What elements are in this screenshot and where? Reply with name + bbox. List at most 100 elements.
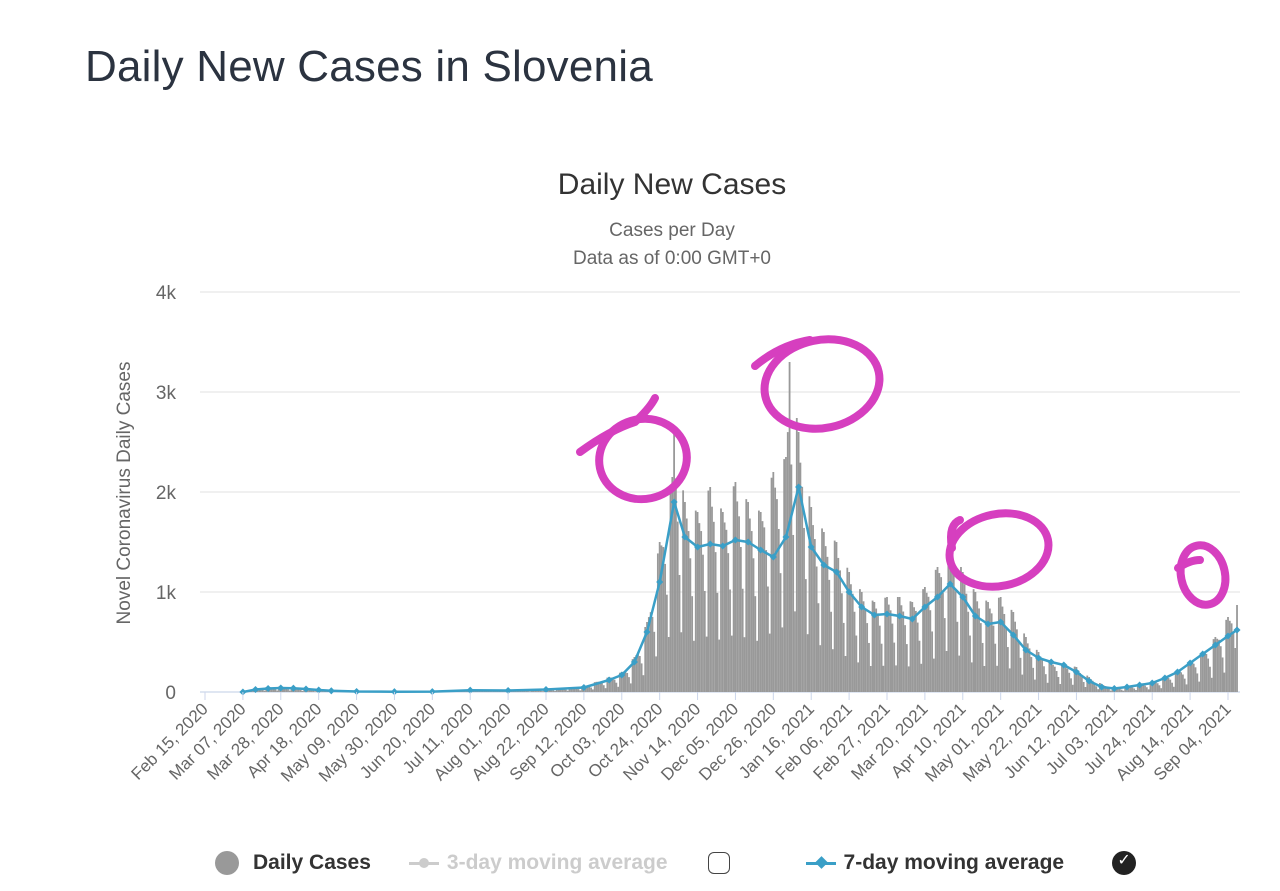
legend-three-day-average[interactable]: 3-day moving average: [408, 851, 768, 875]
annotation-stroke: [576, 394, 659, 456]
daily-cases-bar: [999, 597, 1002, 692]
daily-cases-bar: [1039, 656, 1042, 692]
daily-cases-bar: [570, 687, 573, 692]
daily-cases-bar: [934, 569, 937, 692]
daily-cases-bar: [682, 490, 685, 692]
daily-cases-bar: [886, 597, 888, 692]
daily-cases-bar: [691, 596, 694, 692]
daily-cases-bar: [808, 496, 811, 692]
seven-day-checkbox[interactable]: ✓: [1112, 851, 1137, 875]
daily-cases-bar: [1059, 684, 1062, 692]
daily-cases-bar: [1037, 652, 1040, 692]
daily-cases-bar: [629, 683, 632, 692]
daily-cases-bar: [640, 663, 643, 692]
daily-cases-bar: [1012, 612, 1015, 692]
y-tick-label: 2k: [156, 483, 177, 504]
daily-cases-bar: [665, 594, 668, 692]
daily-cases-bar: [1133, 688, 1136, 692]
legend-daily-cases[interactable]: Daily Cases: [215, 851, 371, 875]
daily-cases-bar: [563, 688, 565, 692]
daily-cases-bar: [824, 546, 827, 692]
daily-cases-bar: [1014, 621, 1016, 692]
annotation-circle: [595, 414, 691, 504]
daily-cases-bar: [548, 689, 551, 692]
daily-cases-bar: [1187, 663, 1190, 692]
daily-cases-bar: [676, 521, 679, 692]
daily-cases-bar: [909, 601, 912, 692]
daily-cases-bar: [961, 572, 964, 692]
daily-cases-bar: [274, 689, 277, 692]
daily-cases-bar: [978, 608, 980, 692]
daily-cases-bar: [693, 640, 695, 692]
daily-cases-bar: [314, 691, 316, 692]
daily-cases-bar: [922, 589, 924, 692]
annotation-circle: [1176, 541, 1230, 609]
daily-cases-bar: [642, 675, 645, 692]
daily-cases-bar: [1214, 637, 1217, 692]
daily-cases-bar: [675, 478, 677, 692]
daily-cases-bar: [812, 525, 814, 692]
daily-cases-bar: [602, 685, 605, 692]
daily-cases-bar: [1142, 684, 1145, 692]
daily-cases-bar: [624, 671, 627, 692]
legend-seven-day-average[interactable]: 7-day moving average ✓: [805, 851, 1137, 875]
daily-cases-bar: [1212, 639, 1215, 692]
daily-cases-bar: [613, 679, 616, 692]
daily-cases-bar: [703, 590, 706, 692]
annotation-stroke: [751, 336, 814, 370]
daily-cases-bar: [601, 683, 603, 692]
daily-cases-bar: [810, 507, 813, 692]
daily-cases-bar: [566, 690, 569, 692]
daily-cases-bar: [896, 597, 899, 692]
daily-cases-bar: [1147, 689, 1150, 692]
daily-cases-bar: [1035, 649, 1038, 692]
daily-cases-bar: [671, 477, 674, 692]
legend-daily-cases-label: Daily Cases: [253, 851, 371, 874]
daily-cases-bar: [770, 477, 773, 692]
daily-cases-bar: [1209, 666, 1211, 692]
daily-cases-bar: [626, 672, 629, 692]
seven-day-average-point: [731, 536, 739, 544]
seven-day-average-point: [832, 568, 841, 576]
daily-cases-bar: [631, 659, 634, 692]
seven-day-average-point: [315, 686, 323, 694]
daily-cases-bar: [1149, 682, 1152, 692]
seven-day-line-icon: [805, 853, 836, 873]
daily-cases-bar: [1162, 677, 1164, 692]
three-day-checkbox[interactable]: [707, 852, 730, 874]
daily-cases-bar: [301, 690, 304, 692]
daily-cases-bar: [575, 688, 578, 692]
daily-cases-bar: [1021, 674, 1024, 692]
seven-day-average-line[interactable]: [239, 483, 1241, 696]
daily-cases-bar: [714, 552, 717, 692]
seven-day-average-point: [870, 611, 878, 619]
annotation-stroke: [1174, 556, 1204, 572]
daily-cases-bar: [655, 656, 657, 692]
daily-cases-bar: [1061, 663, 1063, 692]
daily-cases-bar: [859, 589, 861, 692]
daily-cases-bar: [660, 545, 663, 692]
daily-cases-bar: [840, 593, 843, 692]
daily-cases-bar: [963, 584, 966, 692]
daily-cases-bar: [871, 600, 874, 692]
daily-cases-bar: [1005, 628, 1007, 692]
daily-cases-bar: [875, 608, 878, 692]
daily-cases-bar: [828, 579, 831, 692]
daily-cases-bar: [931, 631, 934, 692]
seven-day-average-point: [643, 628, 651, 636]
daily-cases-bar: [987, 602, 989, 692]
daily-cases-bar: [1174, 672, 1177, 692]
daily-cases-bar: [752, 558, 755, 692]
daily-cases-bar: [586, 685, 589, 692]
daily-cases-bar: [745, 499, 748, 692]
daily-cases-bars[interactable]: [243, 362, 1238, 692]
daily-cases-bar: [1200, 653, 1202, 692]
daily-cases-bar: [564, 689, 567, 692]
daily-cases-bar: [1084, 687, 1087, 692]
daily-cases-bar: [970, 662, 973, 692]
daily-cases-bar: [590, 687, 593, 692]
daily-cases-bar: [658, 542, 661, 692]
daily-cases-bar: [1223, 672, 1226, 692]
daily-cases-bar: [1118, 688, 1121, 692]
seven-day-average-point: [580, 683, 588, 692]
